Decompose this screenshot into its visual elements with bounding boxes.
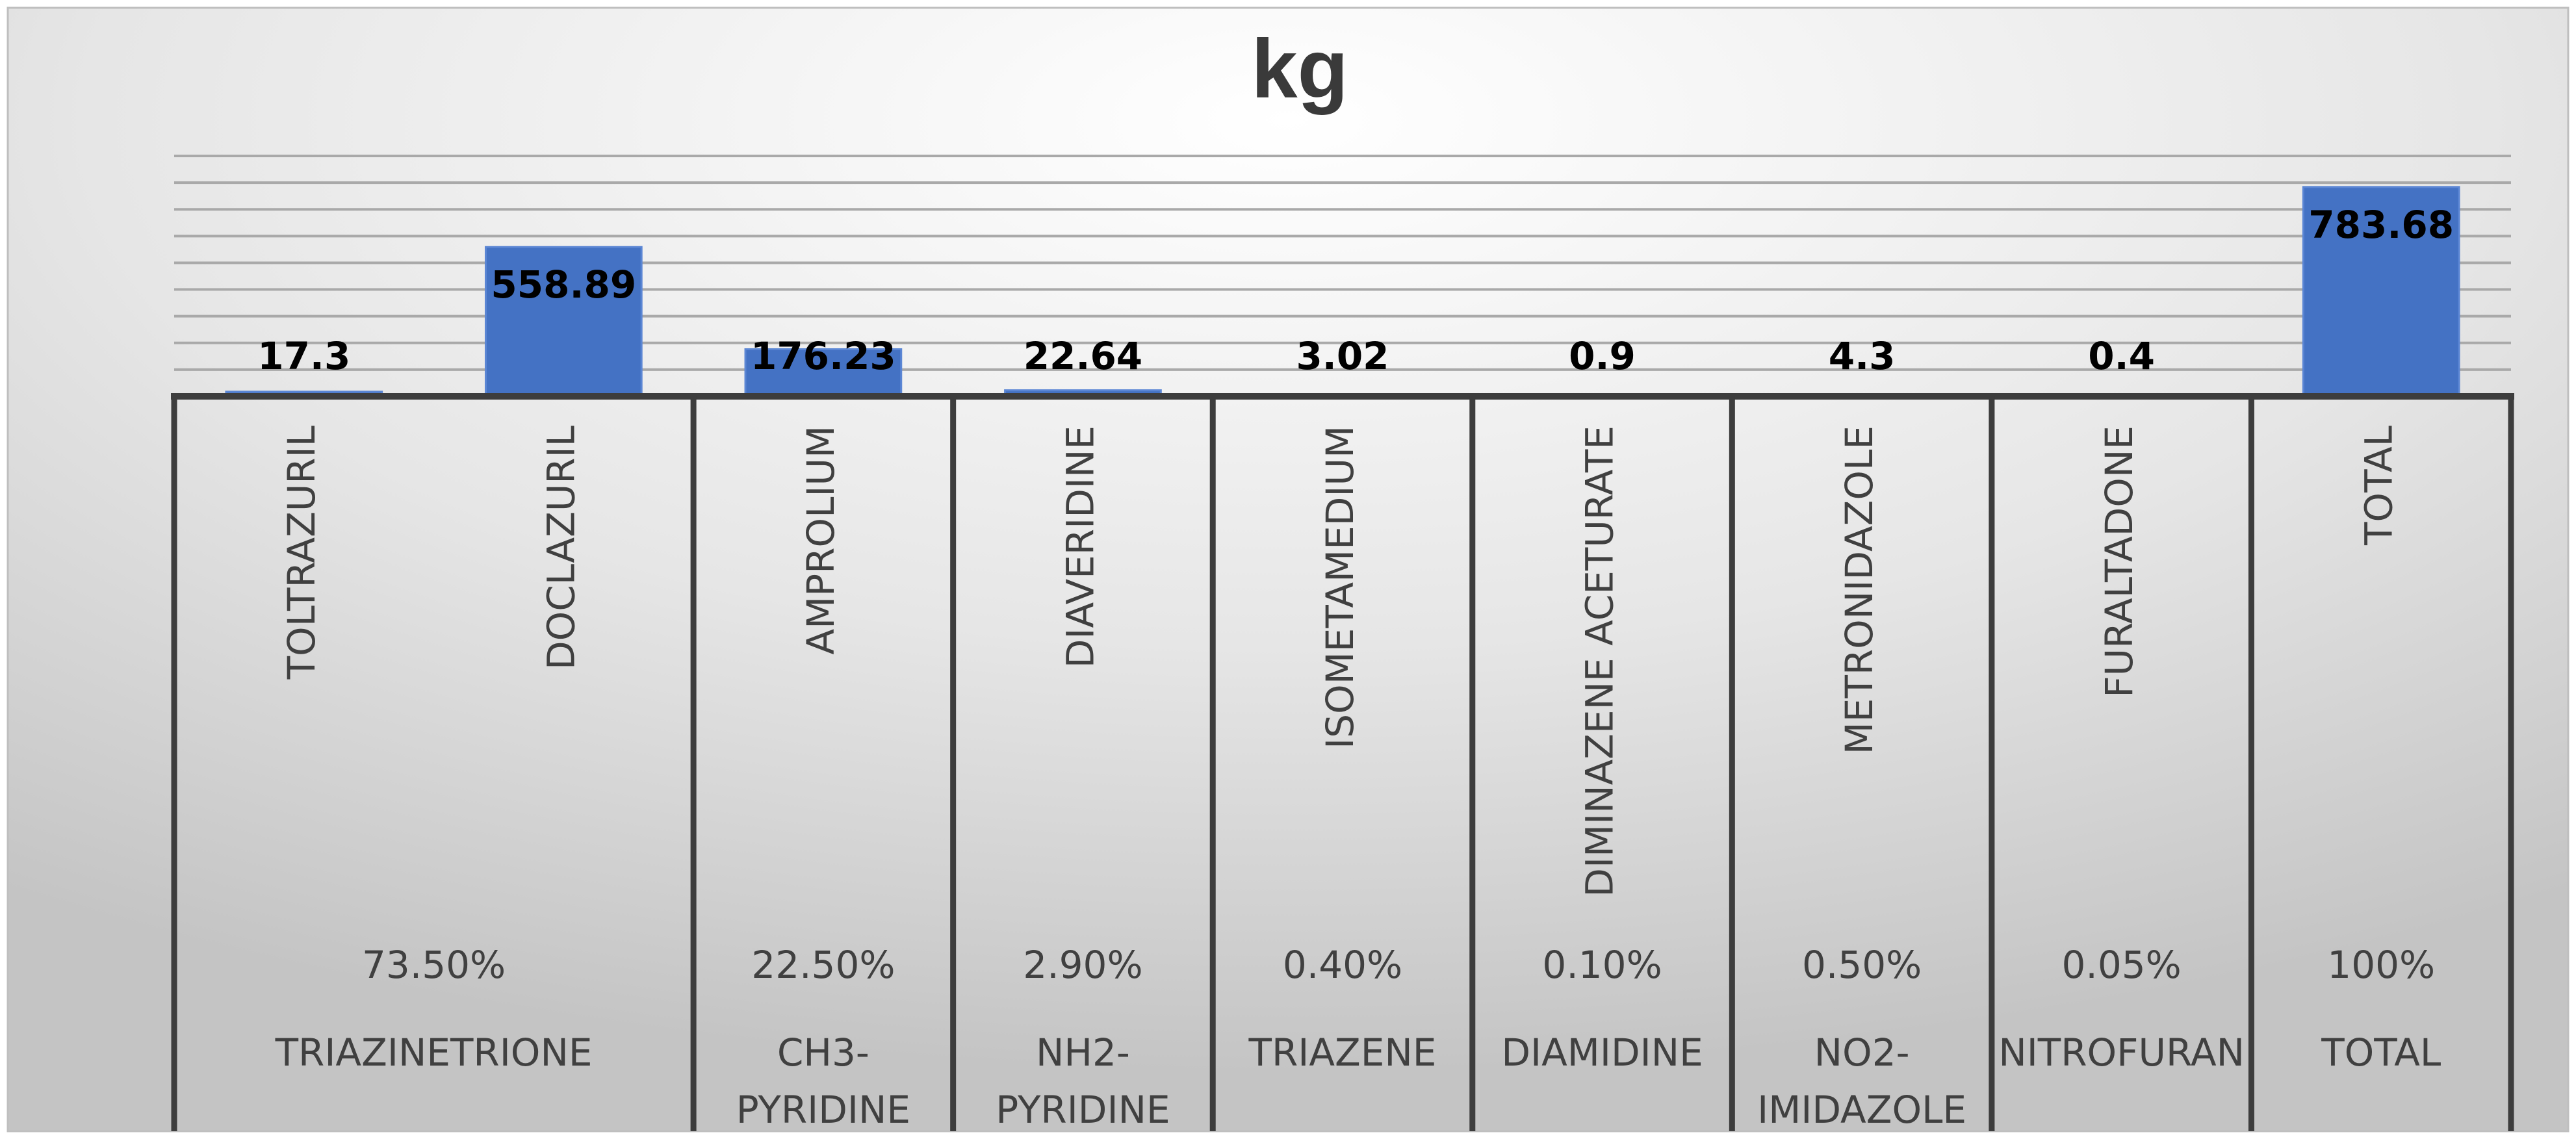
group-name: CH3- (777, 1030, 869, 1075)
data-label: 4.3 (1829, 334, 1896, 378)
bar (744, 348, 903, 398)
group-name: IMIDAZOLE (1757, 1088, 1966, 1132)
category-label: DIMINAZENE ACETURATE (1578, 426, 1622, 897)
data-label: 3.02 (1296, 334, 1389, 378)
group-name: DIAMIDINE (1501, 1030, 1703, 1075)
group-percent: 0.05% (2062, 943, 2182, 987)
chart-background (6, 6, 2570, 1133)
category-table: TOLTRAZURIL DOCLAZURIL AMPROLIUM DIAVERIDIN… (171, 393, 2514, 1132)
group-percent: 22.50% (751, 943, 895, 987)
category-label: TOLTRAZURIL (279, 426, 324, 680)
category-label: TOTAL (2356, 426, 2401, 546)
group-name: NH2- (1036, 1030, 1130, 1075)
group-name: NO2- (1814, 1030, 1910, 1075)
group-percent: 0.50% (1802, 943, 1922, 987)
group-percent: 2.90% (1023, 943, 1142, 987)
group-name: TRIAZENE (1248, 1030, 1437, 1075)
data-label: 783.68 (2308, 203, 2454, 247)
category-label: METRONIDAZOLE (1837, 426, 1881, 754)
group-name: PYRIDINE (996, 1088, 1170, 1132)
group-percent: 0.10% (1542, 943, 1662, 987)
data-label: 176.23 (751, 334, 896, 378)
category-label: AMPROLIUM (799, 426, 843, 655)
group-name: TRIAZINETRIONE (275, 1030, 593, 1075)
data-label: 558.89 (491, 262, 636, 307)
group-name: PYRIDINE (736, 1088, 910, 1132)
group-name: TOTAL (2321, 1030, 2441, 1075)
category-label: DOCLAZURIL (539, 426, 583, 670)
group-percent: 100% (2327, 943, 2435, 987)
data-label: 17.3 (257, 334, 350, 378)
bar (484, 246, 643, 398)
group-percent: 73.50% (362, 943, 506, 987)
chart-title: kg (1251, 23, 1348, 116)
category-label: ISOMETAMEDIUM (1318, 426, 1362, 749)
data-label: 0.4 (2088, 334, 2155, 378)
category-label: DIAVERIDINE (1059, 426, 1103, 668)
group-name: NITROFURAN (1998, 1030, 2245, 1075)
category-label: FURALTADONE (2097, 426, 2141, 698)
group-percent: 0.40% (1283, 943, 1402, 987)
data-label: 0.9 (1569, 334, 1636, 378)
data-label: 22.64 (1024, 334, 1142, 378)
